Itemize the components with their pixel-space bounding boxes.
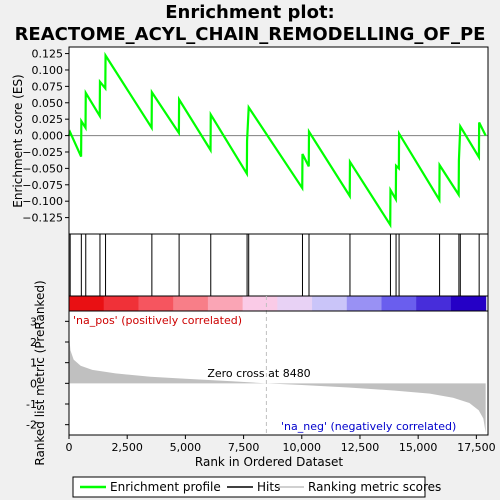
es-y-tick-label: 0.100: [32, 64, 64, 77]
es-panel-background: [69, 47, 488, 234]
es-y-tick-label: −0.125: [22, 212, 63, 225]
es-y-tick-label: 0.050: [32, 97, 64, 110]
metric-y-tick-label: -2: [26, 419, 37, 432]
color-bar-band: [69, 296, 105, 311]
x-tick-label: 2,500: [111, 441, 143, 454]
legend-enrichment-profile-label: Enrichment profile: [110, 480, 221, 494]
x-axis-ticks: 0 2,500 5,000 7,500 10,000 12,500 15,000 17,500: [66, 435, 496, 454]
color-bar-band: [381, 296, 417, 311]
es-y-tick-label: 0.000: [32, 130, 64, 143]
color-bar-band: [416, 296, 452, 311]
color-bar-band: [346, 296, 383, 311]
metric-y-tick-label: 0: [30, 377, 37, 390]
rank-color-bar: [69, 296, 487, 311]
color-bar-band: [312, 296, 348, 311]
zero-cross-label: Zero cross at 8480: [207, 367, 310, 380]
x-tick-label: 5,000: [170, 441, 202, 454]
es-y-axis-label: Enrichment score (ES): [11, 74, 25, 207]
color-bar-band: [242, 296, 278, 311]
metric-panel-background: [69, 311, 488, 435]
legend-ranking-metric-label: Ranking metric scores: [308, 480, 441, 494]
es-y-axis-ticks: −0.125 −0.100 −0.075 −0.050 −0.025 0.000 0.025…: [22, 48, 69, 225]
color-bar-band: [173, 296, 209, 311]
x-axis-label: Rank in Ordered Dataset: [195, 455, 343, 469]
color-bar-band: [450, 296, 487, 311]
es-y-tick-label: −0.050: [22, 162, 63, 175]
es-y-tick-label: −0.025: [22, 146, 63, 159]
chart-title-line1: Enrichment plot:: [165, 2, 335, 23]
es-y-tick-label: 0.075: [32, 80, 64, 93]
metric-panel-frame: [68, 310, 489, 436]
ranking-metric-area: [69, 333, 486, 433]
hits-panel-background: [69, 234, 488, 296]
chart-title-line2: REACTOME_ACYL_CHAIN_REMODELLING_OF_PE: [15, 24, 486, 45]
metric-y-tick-label: 1: [30, 357, 37, 370]
positive-correlation-label: 'na_pos' (positively correlated): [73, 314, 242, 327]
x-tick-label: 10,000: [283, 441, 322, 454]
color-bar-band: [103, 296, 139, 311]
color-bar-band: [277, 296, 313, 311]
metric-y-axis-ticks: -2 -1 0 1 2 3: [26, 315, 69, 432]
es-y-tick-label: −0.100: [22, 195, 63, 208]
enrichment-profile-line: [67, 51, 487, 229]
metric-y-tick-label: 3: [30, 315, 37, 328]
negative-correlation-label: 'na_neg' (negatively correlated): [281, 420, 456, 433]
legend-hits-label: Hits: [257, 480, 280, 494]
x-tick-label: 12,500: [341, 441, 380, 454]
color-bar-band: [207, 296, 244, 311]
x-tick-label: 15,000: [399, 441, 438, 454]
es-y-tick-label: 0.125: [32, 48, 64, 61]
x-tick-label: 7,500: [228, 441, 260, 454]
metric-y-axis-label: Ranked list metric (PreRanked): [33, 280, 47, 465]
color-bar-band: [138, 296, 174, 311]
x-tick-label: 17,500: [457, 441, 496, 454]
metric-y-tick-label: 2: [30, 336, 37, 349]
x-tick-label: 0: [66, 441, 73, 454]
es-y-tick-label: 0.025: [32, 113, 64, 126]
legend: Enrichment profile Hits Ranking metric s…: [72, 476, 441, 498]
metric-y-tick-label: -1: [26, 398, 37, 411]
es-y-tick-label: −0.075: [22, 179, 63, 192]
hits-panel-marks: [69, 234, 480, 296]
